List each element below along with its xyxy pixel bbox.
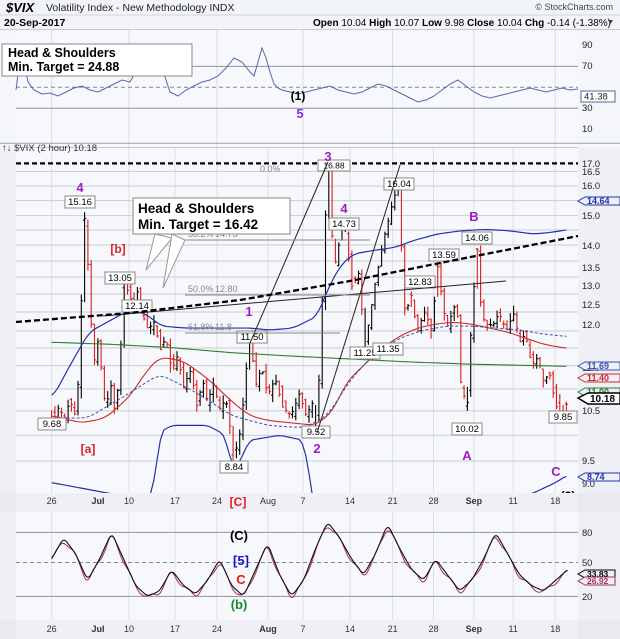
svg-text:14: 14 bbox=[345, 624, 355, 634]
svg-text:[b]: [b] bbox=[110, 242, 125, 256]
svg-text:10.02: 10.02 bbox=[455, 424, 479, 435]
svg-text:16.04: 16.04 bbox=[387, 179, 411, 190]
svg-text:11.40: 11.40 bbox=[587, 373, 609, 383]
svg-text:10: 10 bbox=[582, 124, 593, 135]
svg-text:14: 14 bbox=[345, 496, 355, 506]
svg-text:$VIX: $VIX bbox=[5, 0, 36, 15]
svg-text:15.0: 15.0 bbox=[582, 211, 600, 221]
svg-text:C: C bbox=[551, 464, 561, 479]
svg-text:[5]: [5] bbox=[233, 553, 249, 568]
svg-text:28: 28 bbox=[428, 624, 438, 634]
svg-text:28: 28 bbox=[428, 496, 438, 506]
svg-text:[a]: [a] bbox=[81, 442, 96, 456]
svg-text:9.68: 9.68 bbox=[43, 419, 62, 430]
svg-text:10.18: 10.18 bbox=[590, 394, 615, 405]
svg-text:Min. Target = 24.88: Min. Target = 24.88 bbox=[8, 60, 119, 74]
svg-text:8.84: 8.84 bbox=[225, 462, 244, 473]
svg-text:[C]: [C] bbox=[230, 495, 247, 509]
svg-text:10: 10 bbox=[124, 496, 134, 506]
svg-text:70: 70 bbox=[582, 61, 593, 72]
svg-text:4: 4 bbox=[76, 180, 84, 195]
svg-text:15.16: 15.16 bbox=[68, 197, 92, 208]
svg-text:7: 7 bbox=[300, 496, 305, 506]
svg-text:13.59: 13.59 bbox=[432, 250, 456, 261]
svg-text:61.8%: 61.8% bbox=[188, 322, 214, 332]
svg-text:Head & Shoulders: Head & Shoulders bbox=[8, 46, 116, 60]
svg-text:Volatility Index - New Methodo: Volatility Index - New Methodology INDX bbox=[46, 2, 235, 14]
svg-text:18: 18 bbox=[550, 496, 560, 506]
svg-text:14.64: 14.64 bbox=[587, 196, 610, 206]
svg-text:14.73: 14.73 bbox=[332, 219, 356, 230]
svg-text:Head & Shoulders: Head & Shoulders bbox=[138, 201, 254, 216]
svg-text:Sep: Sep bbox=[466, 496, 483, 506]
svg-text:14.06: 14.06 bbox=[465, 233, 489, 244]
svg-text:9.85: 9.85 bbox=[554, 412, 573, 423]
svg-text:26: 26 bbox=[47, 624, 57, 634]
svg-text:0.0%: 0.0% bbox=[260, 164, 281, 174]
svg-text:30: 30 bbox=[582, 103, 593, 114]
svg-text:B: B bbox=[469, 209, 478, 224]
svg-text:17: 17 bbox=[170, 496, 180, 506]
svg-text:12.5: 12.5 bbox=[582, 300, 600, 310]
svg-text:Aug: Aug bbox=[260, 496, 276, 506]
svg-text:24: 24 bbox=[212, 496, 222, 506]
svg-text:11: 11 bbox=[509, 496, 518, 506]
svg-text:Open 10.04 High 10.07 Low 9.98: Open 10.04 High 10.07 Low 9.98 Close 10.… bbox=[313, 18, 611, 29]
svg-text:17: 17 bbox=[170, 624, 180, 634]
svg-text:12.80: 12.80 bbox=[215, 284, 238, 294]
svg-text:8.74: 8.74 bbox=[587, 472, 605, 482]
svg-text:14.0: 14.0 bbox=[582, 241, 600, 251]
svg-text:2: 2 bbox=[313, 441, 320, 456]
svg-text:20-Sep-2017: 20-Sep-2017 bbox=[4, 17, 65, 29]
svg-text:26: 26 bbox=[47, 496, 57, 506]
svg-text:12.83: 12.83 bbox=[408, 277, 432, 288]
svg-text:11.69: 11.69 bbox=[587, 361, 609, 371]
svg-text:24: 24 bbox=[212, 624, 222, 634]
svg-text:Jul: Jul bbox=[91, 496, 104, 506]
svg-text:10.5: 10.5 bbox=[582, 406, 600, 416]
svg-text:4: 4 bbox=[340, 201, 348, 216]
svg-text:13.5: 13.5 bbox=[582, 263, 600, 273]
svg-text:20: 20 bbox=[582, 592, 592, 602]
svg-text:(C): (C) bbox=[230, 528, 248, 543]
svg-text:16.5: 16.5 bbox=[582, 167, 600, 177]
svg-text:5: 5 bbox=[296, 106, 303, 121]
svg-text:C: C bbox=[236, 572, 246, 587]
svg-text:(1): (1) bbox=[291, 89, 306, 103]
svg-text:13.05: 13.05 bbox=[108, 273, 132, 284]
svg-text:9.52: 9.52 bbox=[307, 427, 326, 438]
svg-text:Min. Target = 16.42: Min. Target = 16.42 bbox=[138, 217, 258, 232]
svg-text:21: 21 bbox=[388, 496, 398, 506]
svg-text:(b): (b) bbox=[231, 597, 248, 612]
svg-text:12.0: 12.0 bbox=[582, 320, 600, 330]
svg-text:1: 1 bbox=[245, 304, 252, 319]
svg-text:80: 80 bbox=[582, 528, 592, 538]
svg-text:16.0: 16.0 bbox=[582, 181, 600, 191]
svg-text:A: A bbox=[462, 448, 472, 463]
svg-text:50: 50 bbox=[582, 558, 592, 568]
svg-text:18: 18 bbox=[550, 624, 560, 634]
svg-text:Aug: Aug bbox=[259, 624, 277, 634]
svg-text:11.8: 11.8 bbox=[215, 322, 232, 332]
svg-text:11: 11 bbox=[509, 624, 518, 634]
svg-text:Sep: Sep bbox=[466, 624, 483, 634]
svg-text:50.0%: 50.0% bbox=[188, 284, 214, 294]
svg-text:© StockCharts.com: © StockCharts.com bbox=[535, 2, 613, 12]
svg-text:21: 21 bbox=[388, 624, 398, 634]
svg-text:10: 10 bbox=[124, 624, 134, 634]
svg-text:26.92: 26.92 bbox=[587, 576, 609, 586]
svg-text:7: 7 bbox=[300, 624, 305, 634]
svg-text:13.0: 13.0 bbox=[582, 281, 600, 291]
svg-text:Jul: Jul bbox=[91, 624, 104, 634]
svg-text:90: 90 bbox=[582, 40, 593, 51]
svg-text:11.35: 11.35 bbox=[376, 344, 399, 355]
svg-text:3: 3 bbox=[324, 149, 331, 164]
svg-text:41.38: 41.38 bbox=[584, 92, 608, 103]
svg-text:9.5: 9.5 bbox=[582, 456, 595, 466]
svg-text:↑↓ $VIX (2 hour) 10.18: ↑↓ $VIX (2 hour) 10.18 bbox=[2, 143, 97, 154]
